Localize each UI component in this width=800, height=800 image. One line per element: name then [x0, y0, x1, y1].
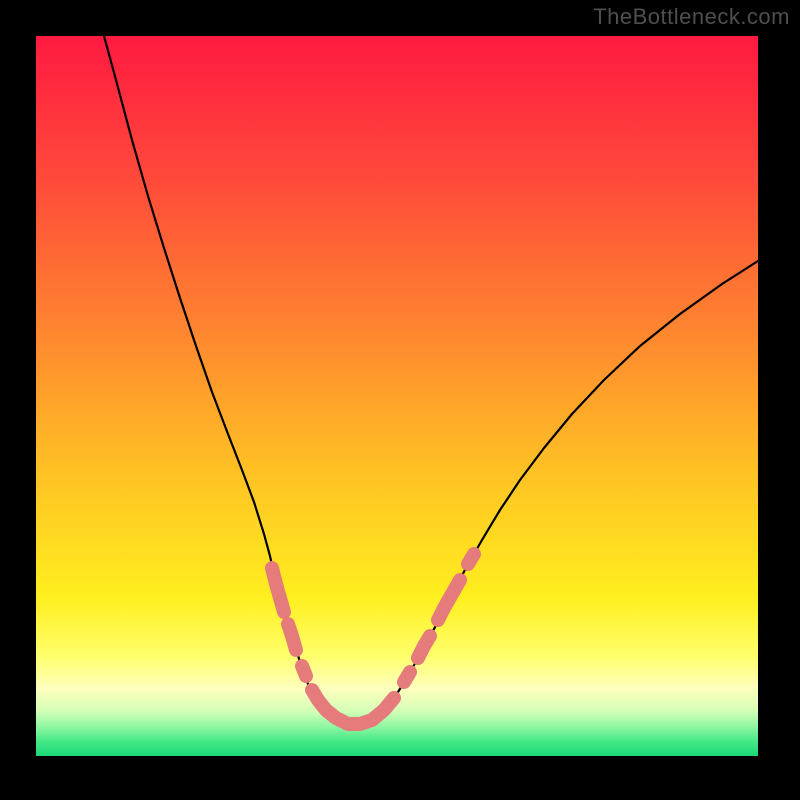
- marker-segment: [468, 554, 474, 564]
- plot-gradient-background: [36, 36, 758, 756]
- bottleneck-chart: [0, 0, 800, 800]
- marker-segment: [288, 624, 296, 650]
- marker-segment: [302, 666, 306, 676]
- marker-segment: [404, 672, 410, 682]
- watermark-text: TheBottleneck.com: [593, 4, 790, 30]
